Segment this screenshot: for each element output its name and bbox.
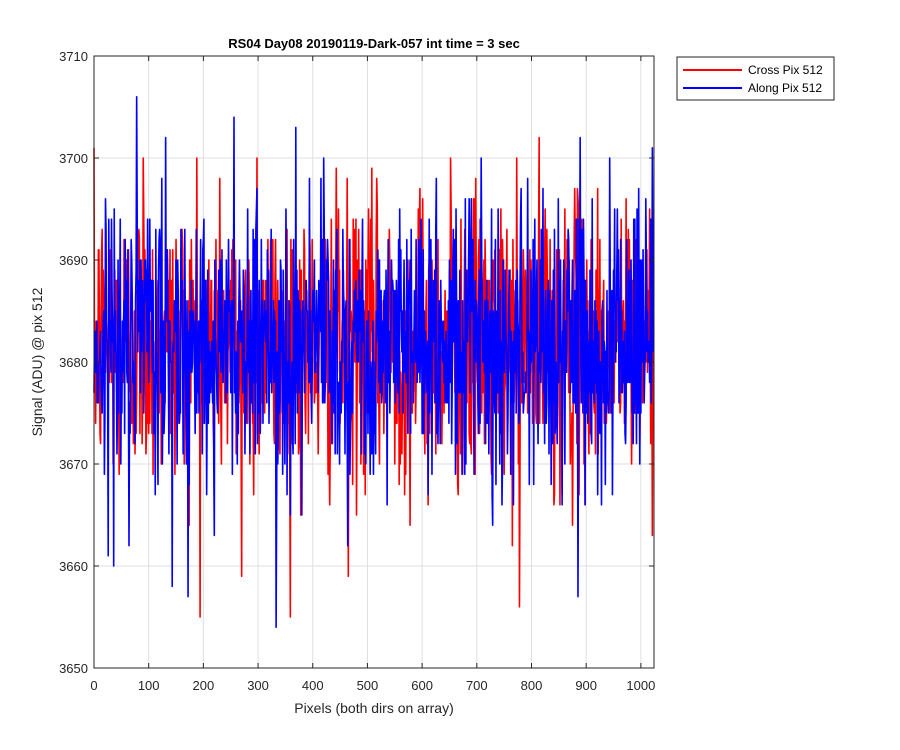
x-tick-label: 0 xyxy=(90,678,97,693)
y-tick-label: 3680 xyxy=(59,355,88,370)
x-axis-label: Pixels (both dirs on array) xyxy=(294,700,454,716)
x-tick-label: 200 xyxy=(193,678,215,693)
ticks: 0 100 200 300 400 500 600 700 800 900 1000 3650 3660… xyxy=(59,49,655,693)
x-tick-label: 100 xyxy=(138,678,160,693)
y-tick-label: 3660 xyxy=(59,559,88,574)
x-tick-label: 500 xyxy=(357,678,379,693)
x-tick-label: 800 xyxy=(521,678,543,693)
legend-box xyxy=(676,56,835,101)
y-tick-label: 3710 xyxy=(59,49,88,64)
y-tick-label: 3670 xyxy=(59,457,88,472)
x-tick-label: 900 xyxy=(575,678,597,693)
chart-title: RS04 Day08 20190119-Dark-057 int time = … xyxy=(228,36,520,51)
x-tick-label: 400 xyxy=(302,678,324,693)
legend: Cross Pix 512 Along Pix 512 xyxy=(676,56,835,101)
x-tick-label: 700 xyxy=(466,678,488,693)
legend-label-along: Along Pix 512 xyxy=(748,81,822,95)
y-tick-label: 3700 xyxy=(59,151,88,166)
legend-label-cross: Cross Pix 512 xyxy=(748,63,823,77)
series-layer xyxy=(93,96,655,628)
series-line-along xyxy=(93,96,655,628)
x-tick-label: 300 xyxy=(247,678,269,693)
y-tick-label: 3690 xyxy=(59,253,88,268)
x-tick-label: 600 xyxy=(411,678,433,693)
x-tick-label: 1000 xyxy=(626,678,655,693)
y-tick-label: 3650 xyxy=(59,661,88,676)
y-axis-label: Signal (ADU) @ pix 512 xyxy=(29,287,45,436)
